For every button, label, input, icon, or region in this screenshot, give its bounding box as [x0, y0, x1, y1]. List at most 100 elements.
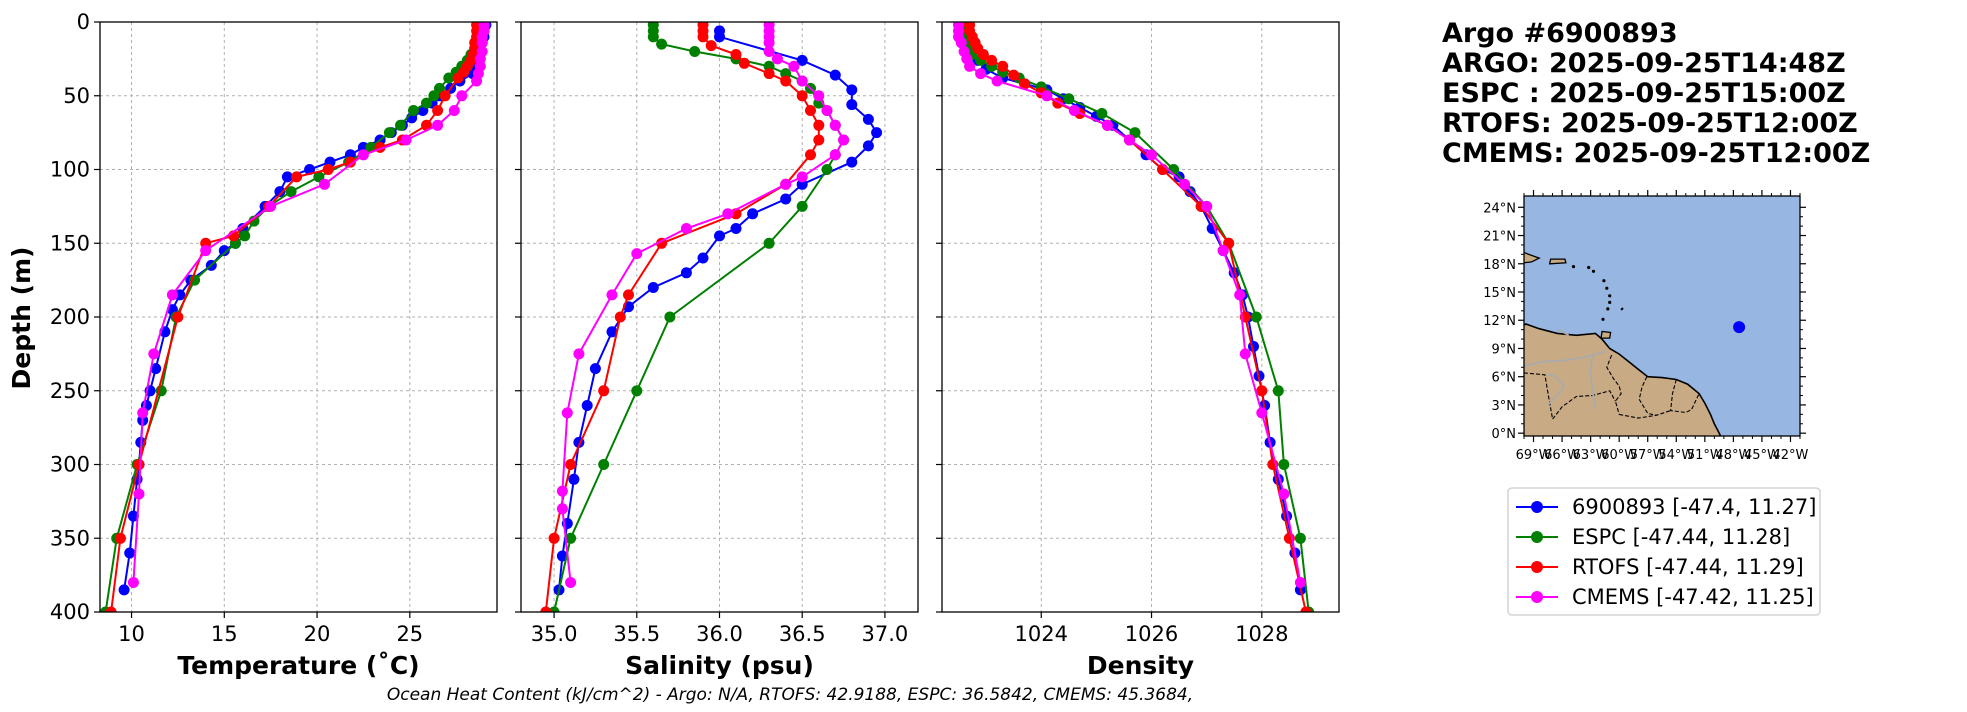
temperature-espc-point-13	[408, 105, 419, 116]
salinity-espc-point-2	[647, 31, 659, 43]
salinity-rtofs-point-8	[796, 90, 808, 102]
salinity-rtofs-point-12	[805, 149, 816, 161]
map-lat-label-9: 9°N	[1492, 342, 1517, 357]
ytick-label-400: 400	[50, 600, 90, 624]
density-cmems-point-3	[955, 37, 967, 49]
map-island-barbados	[1620, 307, 1624, 311]
density-argo-line	[963, 24, 1302, 591]
map-island-8	[1571, 265, 1576, 269]
salinity-cmems-point-21	[556, 485, 568, 497]
map-border-2	[1669, 379, 1700, 414]
map-land-puerto-rico	[1548, 258, 1567, 265]
salinity-cmems-point-20	[561, 407, 573, 419]
map-island-1	[1605, 286, 1609, 290]
temperature-cmems-point-10	[448, 105, 460, 116]
temperature-cmems-point-17	[166, 289, 178, 301]
temperature-rtofs-point-17	[291, 171, 303, 183]
temperature-cmems-point-3	[476, 37, 488, 49]
density-series	[953, 22, 1315, 612]
temperature-xtick-label-15: 15	[211, 622, 238, 646]
salinity-espc-point-15	[821, 164, 833, 175]
density-xtick-label-1026: 1026	[1125, 622, 1178, 646]
salinity-rtofs-point-17	[614, 311, 626, 323]
salinity-rtofs-point-16	[623, 289, 634, 301]
density-cmems-point-18	[1239, 348, 1251, 360]
salinity-cmems-point-9	[821, 105, 833, 116]
legend-item-espc: ESPC [-47.44, 11.28]	[1516, 525, 1790, 549]
temperature-espc-point-12	[421, 97, 432, 109]
salinity-cmems-point-5	[771, 53, 783, 65]
salinity-rtofs-point-4	[730, 49, 742, 60]
temperature-argo-line	[123, 24, 487, 591]
temperature-cmems-point-9	[456, 90, 468, 102]
density-rtofs-point-8	[1008, 69, 1020, 81]
salinity-cmems-point-11	[838, 134, 850, 146]
temperature-xtick-label-20: 20	[304, 622, 331, 646]
temperature-argo-point-39	[127, 510, 139, 522]
salinity-argo-point-23	[568, 473, 580, 485]
header-argo-id: Argo #6900893	[1442, 18, 1678, 49]
map-river-1	[1547, 373, 1566, 406]
density-espc-point-17	[1250, 311, 1262, 323]
map-lon-label--66: 66°W	[1544, 448, 1580, 463]
map-border-4	[1552, 390, 1616, 420]
density-rtofs-point-7	[997, 60, 1009, 72]
density-xtick-label-1024: 1024	[1015, 622, 1068, 646]
map-lon-label--42: 42°W	[1773, 448, 1809, 463]
temperature-cmems-point-19	[137, 407, 149, 419]
header-cmems-time: CMEMS: 2025-09-25T12:00Z	[1442, 138, 1870, 169]
salinity-rtofs-point-7	[780, 75, 792, 87]
legend-label-espc: ESPC [-47.44, 11.28]	[1572, 525, 1790, 549]
temperature-series	[100, 22, 492, 612]
density-cmems-point-10	[1068, 105, 1080, 116]
salinity-espc-point-19	[631, 385, 643, 397]
salinity-espc-point-18	[664, 311, 676, 323]
temperature-cmems-point-20	[133, 488, 145, 500]
salinity-cmems-point-4	[763, 46, 775, 57]
density-cmems-point-8	[991, 75, 1003, 87]
salinity-cmems-point-22	[556, 503, 568, 515]
density-cmems-point-11	[1101, 119, 1113, 131]
map-island-5	[1601, 317, 1605, 321]
salinity-cmems-point-18	[606, 289, 618, 301]
map-lat-label-3: 3°N	[1492, 399, 1517, 414]
map-river-3	[1556, 328, 1570, 337]
salinity-cmems-line	[561, 24, 845, 583]
salinity-argo-point-14	[714, 230, 725, 242]
salinity-cmems-point-19	[573, 348, 585, 360]
temperature-xtick-label-10: 10	[118, 622, 145, 646]
salinity-argo-point-13	[730, 223, 742, 234]
temperature-rtofs-point-15	[344, 156, 356, 168]
header-espc-time: ESPC : 2025-09-25T15:00Z	[1442, 78, 1846, 109]
density-xtick-label-1028: 1028	[1235, 622, 1288, 646]
salinity-rtofs-point-21	[540, 606, 552, 612]
salinity-cmems-point-16	[680, 223, 692, 234]
ytick-label-300: 300	[50, 453, 90, 477]
map-land-hispaniola	[1524, 251, 1541, 264]
salinity-argo-point-8	[862, 140, 874, 152]
salinity-espc-point-21	[565, 532, 577, 544]
map-lon-label--60: 60°W	[1601, 448, 1637, 463]
legend-label-rtofs: RTOFS [-47.44, 11.29]	[1572, 555, 1804, 579]
map-lon-label--57: 57°W	[1630, 448, 1666, 463]
salinity-argo-point-21	[581, 400, 593, 411]
salinity-rtofs-point-9	[805, 105, 816, 116]
salinity-cmems-point-3	[763, 37, 775, 49]
salinity-cmems-point-17	[631, 248, 643, 260]
salinity-cmems-point-12	[829, 149, 841, 161]
salinity-cmems-point-23	[565, 577, 577, 588]
temperature-espc-point-22	[239, 230, 251, 242]
salinity-cmems-point-10	[829, 119, 841, 131]
density-rtofs-point-6	[986, 54, 998, 66]
temperature-cmems-point-11	[432, 119, 444, 131]
salinity-espc-point-3	[656, 38, 668, 50]
map-lon-label--45: 45°W	[1744, 448, 1780, 463]
panel-density: 1024 1026 1028 Density	[936, 21, 1340, 680]
density-cmems-point-14	[1179, 178, 1191, 190]
salinity-rtofs-line	[544, 24, 820, 612]
salinity-rtofs-point-2	[697, 31, 709, 43]
salinity-rtofs-point-6	[763, 68, 775, 80]
temperature-cmems-point-13	[357, 149, 369, 161]
legend-item-rtofs: RTOFS [-47.44, 11.29]	[1516, 555, 1804, 579]
